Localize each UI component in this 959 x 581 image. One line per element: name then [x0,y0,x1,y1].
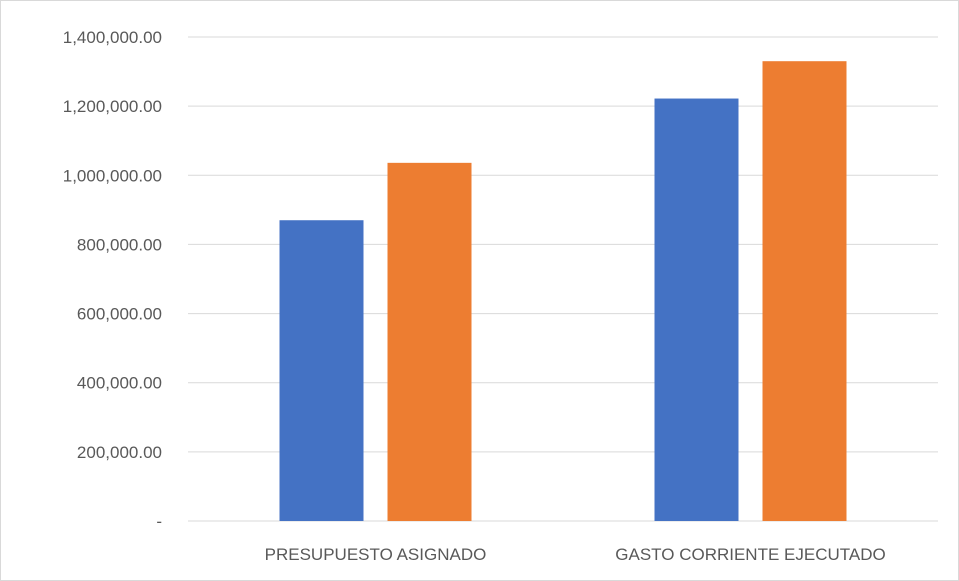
bar-series-1-presupuesto-asignado [279,220,364,521]
bar-series-2-presupuesto-asignado [387,162,472,521]
y-tick-label: 1,200,000.00 [63,97,162,116]
x-category-label: GASTO CORRIENTE EJECUTADO [615,545,885,564]
y-tick-label: 600,000.00 [77,305,162,324]
y-tick-label: 1,400,000.00 [63,28,162,47]
y-tick-label: 400,000.00 [77,374,162,393]
bars [279,61,847,521]
y-tick-label: 200,000.00 [77,443,162,462]
y-tick-label: - [156,512,162,531]
y-tick-label: 1,000,000.00 [63,166,162,185]
x-category-label: PRESUPUESTO ASIGNADO [265,545,487,564]
bar-series-1-gasto-corriente-ejecutado [654,98,739,521]
x-axis-categories: PRESUPUESTO ASIGNADO GASTO CORRIENTE EJEC… [265,545,886,564]
bar-series-2-gasto-corriente-ejecutado [762,61,847,521]
y-axis-ticks: - 200,000.00 400,000.00 600,000.00 800,000.0… [63,28,162,531]
y-tick-label: 800,000.00 [77,235,162,254]
